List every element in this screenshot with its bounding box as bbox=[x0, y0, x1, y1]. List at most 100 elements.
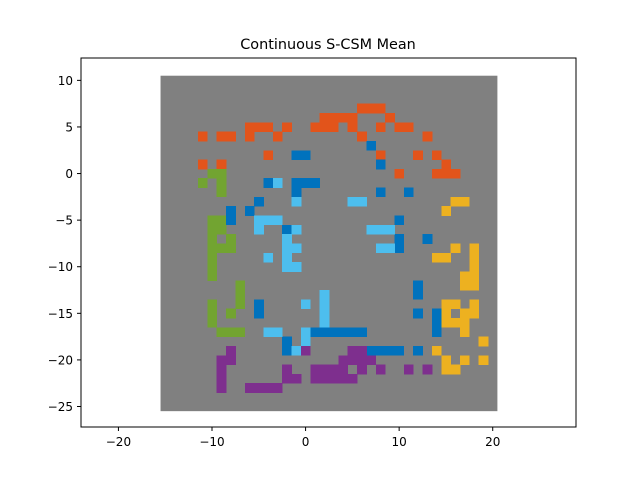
heatmap-cell-lightblue bbox=[357, 196, 367, 207]
y-tick-label: 5 bbox=[65, 120, 73, 134]
heatmap-cell-purple bbox=[366, 355, 377, 365]
heatmap-cell-yellow bbox=[441, 308, 452, 319]
heatmap-cell-purple bbox=[216, 355, 227, 365]
heatmap-cell-green bbox=[226, 234, 236, 244]
y-tick-label: 10 bbox=[58, 74, 73, 88]
heatmap-cell-lightblue bbox=[272, 178, 283, 188]
heatmap-cell-lightblue bbox=[319, 299, 330, 310]
heatmap-cell-yellow bbox=[450, 317, 461, 328]
heatmap-cell-green bbox=[207, 243, 218, 254]
heatmap-cell-lightblue bbox=[375, 243, 386, 254]
heatmap-cell-green bbox=[207, 252, 218, 263]
heatmap-cell-orange bbox=[328, 112, 339, 123]
heatmap-cell-lightblue bbox=[300, 336, 311, 347]
heatmap-cell-orange bbox=[385, 112, 395, 123]
heatmap-cell-purple bbox=[347, 373, 358, 384]
heatmap-cell-purple bbox=[263, 383, 274, 393]
heatmap-cell-blue bbox=[366, 140, 377, 151]
heatmap-cell-purple bbox=[375, 364, 386, 375]
heatmap-cell-purple bbox=[300, 345, 311, 356]
heatmap-cell-orange bbox=[263, 122, 274, 133]
heatmap-cell-purple bbox=[319, 364, 330, 375]
heatmap-cell-green bbox=[216, 178, 227, 188]
heatmap-cell-green bbox=[207, 308, 218, 319]
heatmap-cell-lightblue bbox=[263, 215, 274, 226]
heatmap-cell-orange bbox=[394, 122, 405, 133]
heatmap-cell-blue bbox=[375, 187, 386, 198]
heatmap-cell-blue bbox=[394, 243, 405, 254]
heatmap-cell-blue bbox=[394, 234, 405, 244]
heatmap-cell-lightblue bbox=[366, 224, 377, 235]
heatmap-cell-lightblue bbox=[254, 215, 264, 226]
heatmap-cell-yellow bbox=[478, 336, 489, 347]
heatmap-cell-purple bbox=[310, 373, 321, 384]
heatmap-cell-blue bbox=[319, 327, 330, 338]
heatmap-cell-blue bbox=[375, 345, 386, 356]
heatmap-cell-orange bbox=[357, 131, 367, 142]
heatmap-cell-blue bbox=[413, 290, 423, 300]
heatmap-cell-lightblue bbox=[254, 224, 264, 235]
heatmap-cell-green bbox=[216, 215, 227, 226]
heatmap-cell-blue bbox=[291, 150, 302, 160]
heatmap-cell-lightblue bbox=[291, 262, 302, 272]
heatmap-cell-yellow bbox=[431, 345, 442, 356]
heatmap-cell-green bbox=[226, 243, 236, 254]
heatmap-cell-purple bbox=[357, 355, 367, 365]
heatmap-cell-blue bbox=[254, 308, 264, 319]
heatmap-cell-purple bbox=[291, 373, 302, 384]
heatmap-cell-orange bbox=[216, 131, 227, 142]
heatmap-cell-yellow bbox=[431, 252, 442, 263]
heatmap-cell-lightblue bbox=[385, 224, 395, 235]
heatmap-cell-blue bbox=[291, 187, 302, 198]
heatmap-cell-yellow bbox=[459, 308, 470, 319]
heatmap-cell-green bbox=[207, 262, 218, 272]
heatmap-cell-yellow bbox=[450, 364, 461, 375]
heatmap-cell-orange bbox=[226, 131, 236, 142]
heatmap-cell-orange bbox=[450, 168, 461, 179]
heatmap-cell-lightblue bbox=[291, 196, 302, 207]
heatmap-cell-yellow bbox=[450, 196, 461, 207]
heatmap-cell-green bbox=[197, 178, 208, 188]
heatmap-cell-orange bbox=[216, 159, 227, 170]
heatmap-cell-blue bbox=[413, 308, 423, 319]
heatmap-cell-yellow bbox=[459, 317, 470, 328]
heatmap-cell-orange bbox=[366, 103, 377, 114]
heatmap-cell-yellow bbox=[441, 299, 452, 310]
heatmap-cell-yellow bbox=[441, 364, 452, 375]
y-tick-label: −20 bbox=[48, 353, 73, 367]
heatmap-cell-orange bbox=[282, 122, 292, 133]
heatmap-cell-lightblue bbox=[385, 243, 395, 254]
heatmap-cell-purple bbox=[282, 373, 292, 384]
heatmap-cell-blue bbox=[282, 224, 292, 235]
heatmap-cell-purple bbox=[254, 383, 264, 393]
heatmap-cell-blue bbox=[347, 327, 358, 338]
heatmap-cell-orange bbox=[375, 150, 386, 160]
heatmap-cell-blue bbox=[431, 327, 442, 338]
heatmap-cell-lightblue bbox=[272, 215, 283, 226]
x-tick-label: 0 bbox=[302, 435, 310, 449]
heatmap-cell-yellow bbox=[469, 243, 480, 254]
heatmap-cell-lightblue bbox=[282, 252, 292, 263]
heatmap-cell-purple bbox=[216, 373, 227, 384]
heatmap-cell-lightblue bbox=[319, 317, 330, 328]
heatmap-cell-yellow bbox=[459, 196, 470, 207]
heatmap-cell-yellow bbox=[478, 355, 489, 365]
heatmap-cell-purple bbox=[216, 383, 227, 393]
heatmap-cell-orange bbox=[328, 122, 339, 133]
heatmap-cell-yellow bbox=[441, 355, 452, 365]
heatmap-cell-orange bbox=[263, 150, 274, 160]
heatmap-cell-orange bbox=[441, 168, 452, 179]
heatmap-cell-lightblue bbox=[319, 290, 330, 300]
heatmap-cell-yellow bbox=[459, 280, 470, 291]
heatmap-cell-blue bbox=[244, 206, 255, 216]
heatmap-cell-yellow bbox=[441, 206, 452, 216]
heatmap-cell-purple bbox=[216, 364, 227, 375]
heatmap-cell-green bbox=[235, 290, 246, 300]
heatmap-cell-purple bbox=[226, 345, 236, 356]
heatmap-cell-purple bbox=[338, 373, 349, 384]
heatmap-cell-yellow bbox=[469, 308, 480, 319]
heatmap-cell-green bbox=[207, 271, 218, 282]
y-tick-label: −5 bbox=[55, 214, 73, 228]
heatmap-cell-green bbox=[207, 234, 218, 244]
y-tick-label: −10 bbox=[48, 260, 73, 274]
